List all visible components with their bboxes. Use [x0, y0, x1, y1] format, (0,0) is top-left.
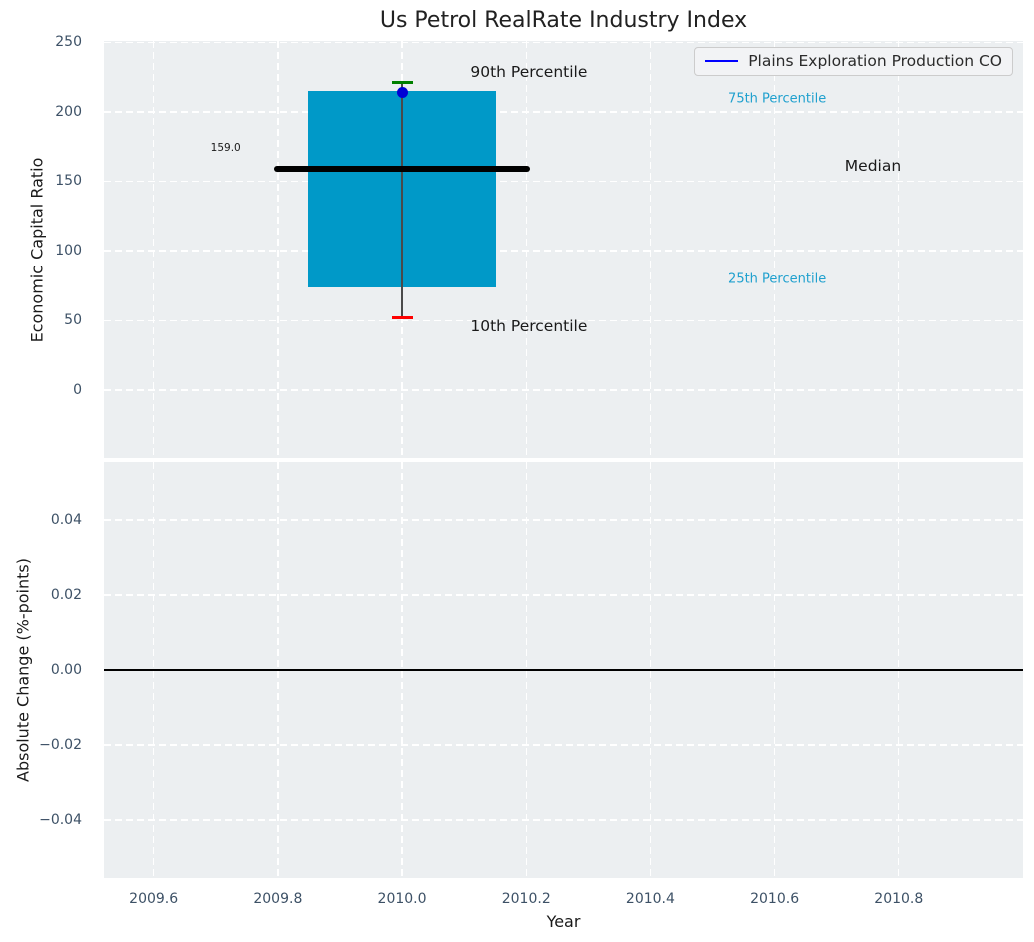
gridline	[153, 41, 155, 458]
annotation-90th-percentile: 90th Percentile	[470, 62, 588, 81]
gridline	[104, 389, 1023, 391]
p90-cap	[391, 80, 413, 85]
x-tick-label: 2009.6	[129, 891, 179, 907]
median-line	[274, 165, 530, 173]
annotation-median: Median	[844, 157, 902, 176]
gridline	[649, 41, 652, 458]
p10-cap	[391, 315, 413, 320]
gridline	[104, 744, 1023, 746]
y-tick-label: 50	[64, 312, 82, 329]
gridline	[104, 250, 1023, 252]
legend-label: Plains Exploration Production CO	[748, 52, 1002, 70]
legend: Plains Exploration Production CO	[694, 47, 1013, 76]
whisker-line	[401, 82, 403, 318]
y-tick-label: 150	[55, 173, 82, 190]
company-marker	[396, 86, 408, 98]
y-tick-label: 100	[55, 242, 82, 259]
x-tick-label: 2010.8	[874, 891, 924, 907]
x-tick-label: 2009.8	[253, 891, 303, 907]
gridline	[104, 111, 1023, 113]
y-tick-label: −0.04	[39, 811, 82, 828]
gridline-layer-top	[104, 41, 1023, 458]
bottom-axes	[104, 462, 1023, 878]
top-axes: 90th Percentile 10th Percentile 75th Per…	[104, 41, 1023, 458]
x-axis-label: Year	[546, 912, 581, 931]
chart-title: Us Petrol RealRate Industry Index	[379, 8, 748, 33]
gridline	[277, 41, 279, 458]
y-tick-label: −0.02	[39, 736, 82, 753]
gridline	[773, 41, 776, 458]
y-tick-label: 0.02	[50, 587, 82, 604]
gridline	[104, 180, 1023, 183]
gridline	[104, 41, 1023, 44]
legend-line-swatch	[705, 60, 739, 62]
y-tick-label: 0.00	[50, 662, 82, 678]
x-tick-label: 2010.6	[750, 891, 800, 907]
zero-line	[104, 669, 1023, 671]
gridline	[104, 819, 1023, 821]
y-tick-label: 0.04	[50, 512, 82, 529]
gridline	[898, 41, 900, 458]
x-tick-label: 2010.4	[625, 891, 675, 907]
annotation-25th-percentile: 25th Percentile	[728, 271, 827, 287]
gridline	[525, 41, 527, 458]
gridline	[104, 319, 1023, 322]
gridline	[104, 594, 1023, 596]
annotation-median-value: 159.0	[210, 142, 241, 155]
y-tick-label: 0	[73, 381, 82, 398]
y-tick-label: 200	[55, 103, 82, 120]
annotation-75th-percentile: 75th Percentile	[728, 91, 827, 107]
gridline	[104, 519, 1023, 521]
annotation-10th-percentile: 10th Percentile	[470, 316, 588, 335]
x-tick-label: 2010.0	[377, 891, 427, 907]
x-tick-label: 2010.2	[501, 891, 551, 907]
y-tick-label: 250	[55, 34, 82, 51]
